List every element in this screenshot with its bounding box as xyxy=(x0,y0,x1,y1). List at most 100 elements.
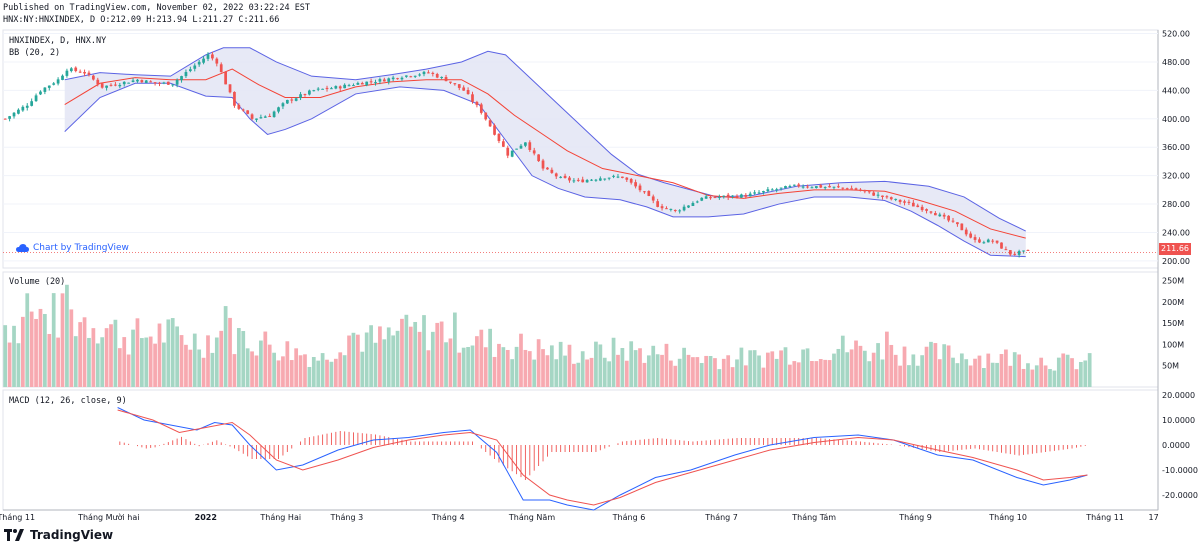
volume-bar xyxy=(995,362,999,387)
volume-bar xyxy=(527,351,532,387)
candle-body xyxy=(39,91,42,95)
volume-bar xyxy=(404,314,409,387)
volume-bar xyxy=(594,341,598,387)
candle-body xyxy=(166,81,170,85)
volume-bar xyxy=(444,342,448,387)
candle-body xyxy=(925,209,928,211)
volume-bar xyxy=(316,360,321,387)
volume-bar xyxy=(695,357,700,387)
candle-body xyxy=(21,106,25,111)
candle-body xyxy=(237,104,241,109)
candle-body xyxy=(770,189,774,191)
volume-bar xyxy=(281,356,285,387)
candle-body xyxy=(431,72,435,74)
candle-body xyxy=(96,79,100,85)
candle-body xyxy=(246,110,250,114)
volume-bar xyxy=(572,363,576,387)
candle-body xyxy=(665,208,668,210)
volume-bar xyxy=(651,345,656,387)
volume-bar xyxy=(272,352,276,387)
candle-body xyxy=(171,84,175,86)
volume-bar xyxy=(285,341,290,387)
candle-body xyxy=(78,71,82,73)
volume-bar xyxy=(175,326,179,387)
candle-body xyxy=(12,112,16,117)
volume-bar xyxy=(845,352,850,387)
candle-body xyxy=(83,72,86,74)
candle-body xyxy=(942,214,946,217)
candle-body xyxy=(854,188,858,190)
volume-bar xyxy=(726,355,731,387)
candle-body xyxy=(457,84,461,88)
volume-bar xyxy=(510,359,515,387)
volume-bar xyxy=(924,346,929,387)
volume-bar xyxy=(34,318,38,387)
volume-bar xyxy=(748,350,753,387)
volume-bar xyxy=(999,354,1004,387)
candle-body xyxy=(510,150,514,157)
volume-bar xyxy=(492,356,497,387)
candle-body xyxy=(603,178,607,180)
volume-bar xyxy=(7,342,12,387)
candle-body xyxy=(387,78,391,82)
candle-body xyxy=(894,198,898,200)
volume-bar xyxy=(585,359,589,387)
volume-bar xyxy=(757,355,761,387)
volume-bar xyxy=(378,326,382,387)
volume-bar xyxy=(743,365,748,387)
volume-tick-label: 50M xyxy=(1162,362,1179,371)
price-tick-label: 520.00 xyxy=(1162,30,1190,39)
candle-body xyxy=(303,94,307,96)
time-tick-label: Tháng 3 xyxy=(330,513,364,522)
candle-body xyxy=(197,61,201,65)
volume-bar xyxy=(192,333,197,387)
candle-body xyxy=(215,58,219,64)
candle-body xyxy=(656,201,660,207)
candle-body xyxy=(440,76,444,78)
volume-bar xyxy=(536,339,541,387)
candle-body xyxy=(576,179,580,181)
candle-body xyxy=(180,76,183,81)
candle-body xyxy=(682,206,686,211)
chart-by-tradingview-link[interactable]: Chart by TradingView xyxy=(16,243,129,253)
price-tick-label: 200.00 xyxy=(1162,257,1190,266)
volume-bar xyxy=(276,360,281,387)
candle-body xyxy=(519,145,523,149)
candle-body xyxy=(766,189,770,192)
candle-body xyxy=(202,58,205,63)
candle-body xyxy=(951,220,955,222)
volume-bar xyxy=(241,331,246,387)
bb-upper-line xyxy=(64,47,1026,232)
volume-bar xyxy=(29,311,34,387)
volume-bar xyxy=(483,347,488,387)
volume-bar xyxy=(461,347,466,387)
volume-bar xyxy=(43,313,47,387)
time-tick-label: Tháng Hai xyxy=(259,513,301,522)
volume-bar xyxy=(602,357,607,387)
candle-body xyxy=(1013,253,1017,255)
volume-bar xyxy=(201,357,206,387)
candle-body xyxy=(206,54,210,59)
candle-body xyxy=(365,81,369,86)
volume-bar xyxy=(616,354,620,387)
candle-body xyxy=(8,116,11,119)
time-tick-label: Tháng 4 xyxy=(431,513,465,522)
volume-bar xyxy=(82,317,87,387)
candle-body xyxy=(757,192,761,194)
candle-body xyxy=(823,187,827,189)
candle-body xyxy=(986,239,990,243)
footer-brand[interactable]: TradingView xyxy=(4,528,113,542)
volume-bar xyxy=(624,360,629,387)
candle-body xyxy=(162,82,166,84)
volume-bar xyxy=(818,359,823,387)
volume-bar xyxy=(245,348,250,387)
volume-bar xyxy=(1052,370,1057,387)
volume-bar xyxy=(893,354,898,387)
bb-middle-line xyxy=(64,68,1026,239)
macd-pane-frame xyxy=(2,389,1159,511)
candle-body xyxy=(105,85,108,88)
volume-bar xyxy=(466,346,470,387)
price-tick-label: 280.00 xyxy=(1162,200,1190,209)
candle-body xyxy=(453,83,457,85)
